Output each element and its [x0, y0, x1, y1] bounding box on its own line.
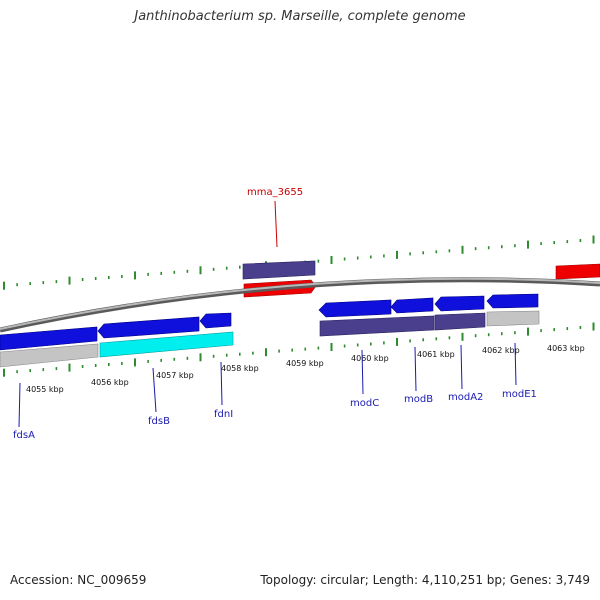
leader-fdnI: [220, 361, 223, 406]
genome-stats-text: Topology: circular; Length: 4,110,251 bp…: [260, 573, 590, 587]
gene-label-mma-3655[interactable]: mma_3655: [247, 187, 303, 198]
scale-label-4057: 4057 kbp: [156, 371, 194, 380]
scale-label-4061: 4061 kbp: [417, 350, 455, 359]
inner-tick-row: [3, 322, 595, 377]
scale-label-4055: 4055 kbp: [26, 385, 64, 394]
gene-modA2-blue[interactable]: [434, 295, 485, 312]
gene-modA2-dark[interactable]: [434, 312, 486, 331]
gene-modC-dark[interactable]: [319, 315, 435, 337]
gene-modE1-gray[interactable]: [486, 310, 540, 327]
gene-mma-3655-dark[interactable]: [242, 260, 316, 280]
gene-label-fdsB[interactable]: fdsB: [148, 416, 170, 427]
leader-fdsB: [152, 367, 157, 413]
gene-label-fdnI[interactable]: fdnI: [214, 409, 233, 420]
gene-label-modC[interactable]: modC: [350, 398, 379, 409]
map-title: Janthinobacterium sp. Marseille, complet…: [134, 9, 466, 24]
scale-label-4056: 4056 kbp: [91, 378, 129, 387]
gene-fdsA-gray[interactable]: [0, 343, 99, 368]
leader-fdsA: [18, 382, 21, 428]
gene-fdsA-blue[interactable]: [0, 326, 98, 351]
accession-text: Accession: NC_009659: [10, 573, 147, 587]
scale-label-4059: 4059 kbp: [286, 359, 324, 368]
leader-modC: [361, 349, 364, 395]
gene-label-modB[interactable]: modB: [404, 394, 433, 405]
gene-fdsB-cyan[interactable]: [99, 331, 234, 358]
gene-fdnI-blue[interactable]: [199, 312, 232, 329]
genome-backbone-highlight: [0, 277, 600, 330]
gene-modB-blue[interactable]: [390, 297, 434, 314]
scale-label-4063: 4063 kbp: [547, 344, 585, 353]
gene-label-modA2[interactable]: modA2: [448, 392, 483, 403]
leader-modA2: [460, 344, 463, 390]
genome-backbone: [0, 277, 600, 333]
gene-label-modE1[interactable]: modE1: [502, 389, 537, 400]
gene-right-red[interactable]: [555, 263, 600, 280]
leader-mma-3655: [274, 200, 278, 248]
scale-label-4062: 4062 kbp: [482, 346, 520, 355]
gene-modE1-blue[interactable]: [486, 293, 539, 309]
gene-fdsB-blue[interactable]: [97, 316, 200, 339]
leader-modE1: [514, 342, 517, 386]
leader-modB: [414, 346, 417, 392]
scale-label-4060: 4060 kbp: [351, 354, 389, 363]
scale-label-4058: 4058 kbp: [221, 364, 259, 373]
gene-label-fdsA[interactable]: fdsA: [13, 430, 35, 441]
gene-modC-blue[interactable]: [318, 299, 392, 318]
